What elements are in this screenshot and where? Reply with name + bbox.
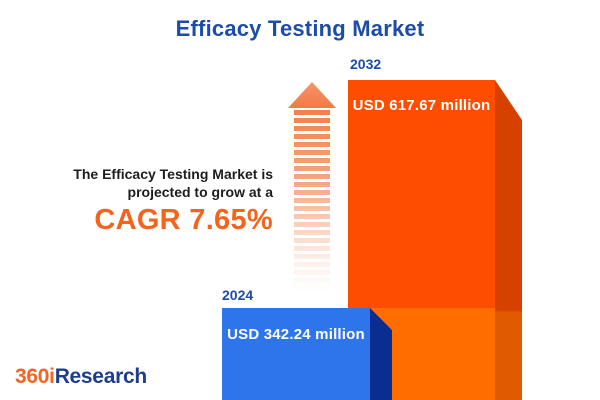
brand-logo: 360iResearch (15, 365, 147, 389)
bar-2024-year-label: 2024 (222, 287, 254, 303)
cagr-value: CAGR 7.65% (94, 204, 273, 236)
brand-logo-360i: 360i (15, 365, 55, 388)
growth-arrow-stripes-icon (294, 110, 330, 292)
bar-2024-value-label: USD 342.24 million (227, 326, 365, 343)
bar-2032-side (495, 80, 522, 400)
bar-2024-face (222, 308, 370, 400)
page-title: Efficacy Testing Market (175, 16, 425, 41)
bar-2032-value-label: USD 617.67 million (352, 97, 491, 114)
bar-2032-year-label: 2032 (350, 56, 382, 72)
brand-logo-research: Research (54, 365, 147, 388)
statement-line1: The Efficacy Testing Market is (73, 166, 273, 182)
bar-2024-side (370, 308, 392, 400)
growth-arrow-head-icon (288, 82, 336, 108)
statement-line2: projected to grow at a (127, 184, 273, 200)
statement-block: The Efficacy Testing Market is projected… (0, 165, 273, 236)
